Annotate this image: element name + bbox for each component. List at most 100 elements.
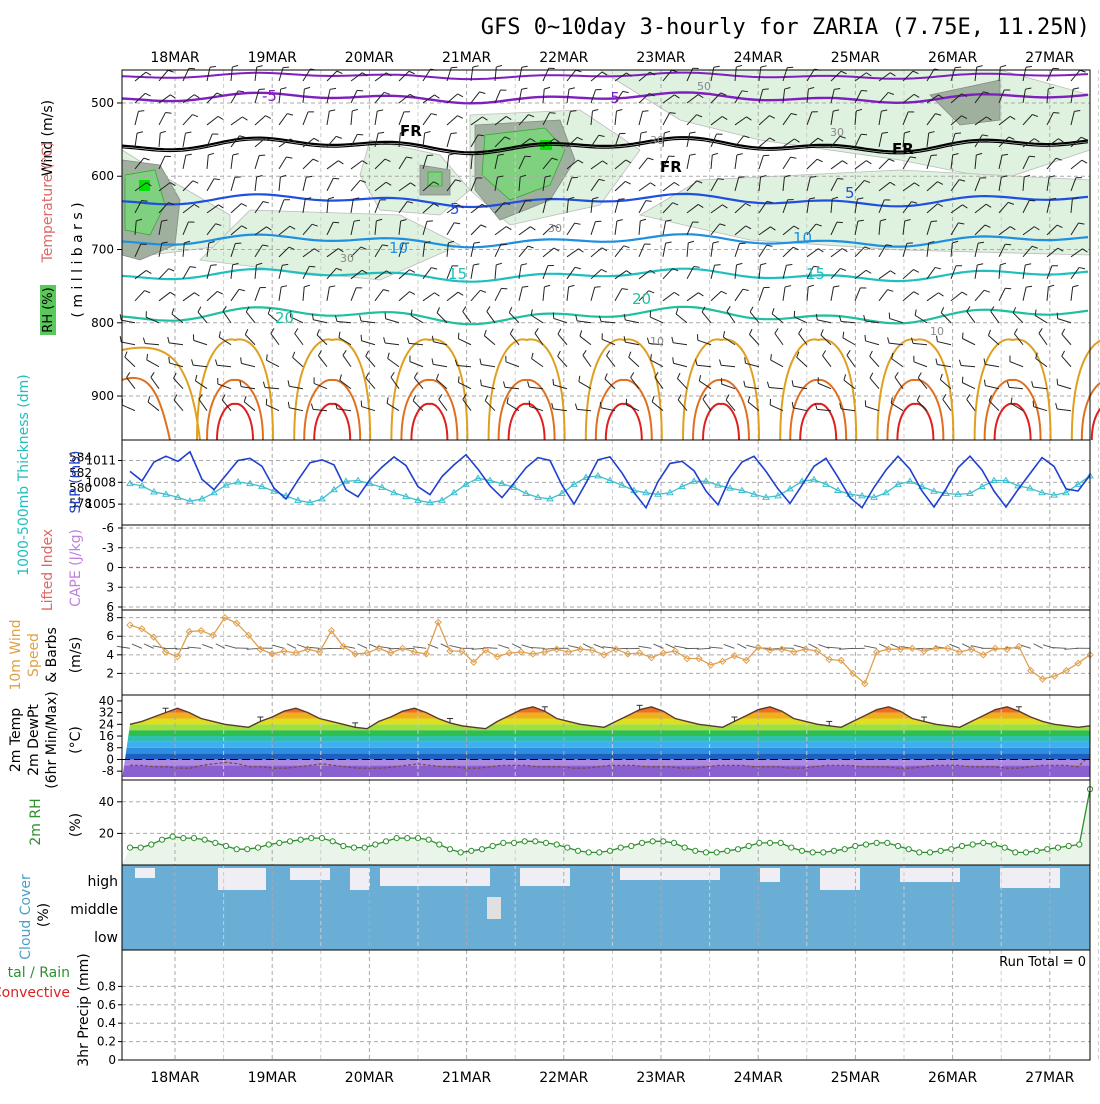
date-label-top: 22MAR (539, 50, 588, 66)
rh2m-point (842, 847, 847, 852)
rh2m-point (853, 843, 858, 848)
contour-label: 30 (650, 134, 664, 147)
cloud-gap-high (900, 868, 960, 882)
wind-barb (550, 113, 556, 114)
rh2m-point (223, 843, 228, 848)
rh2m-point (885, 840, 890, 845)
rh2m-point (373, 842, 378, 847)
wind-barb (715, 265, 721, 266)
wind-barb (837, 178, 843, 179)
rh2m-point (533, 839, 538, 844)
y-tick-label: 0.6 (97, 998, 116, 1012)
rh2m-point (917, 850, 922, 855)
rh2m-point (991, 842, 996, 847)
date-label-bottom: 19MAR (248, 1070, 297, 1086)
rh2m-point (831, 848, 836, 853)
rh2m-point (1055, 845, 1060, 850)
wind-barb (1053, 112, 1059, 113)
rh2m-point (778, 840, 783, 845)
wind-barb (169, 357, 170, 363)
y-tick-label: 0.2 (97, 1035, 116, 1049)
rh2m-point (479, 847, 484, 852)
contour-label: 30 (548, 222, 562, 235)
wind-barb (673, 357, 674, 363)
cloud-level-label: middle (70, 902, 118, 918)
wind-barb (501, 288, 507, 289)
rh2m-point (341, 843, 346, 848)
cloud-gap-high (135, 868, 155, 878)
y-tick-label: 700 (91, 243, 114, 257)
rh2m-point (767, 840, 772, 845)
ylabel-rh: RH (%) (41, 287, 56, 332)
y-tick-label: 0 (108, 1053, 116, 1067)
rh2m-point (127, 845, 132, 850)
ylabel-thickness: 1000-500mb Thickness (dm) (16, 374, 32, 575)
cloud-gap-mid (487, 897, 501, 919)
wind-barb (211, 265, 217, 266)
rh2m-point (181, 836, 186, 841)
ylabel-t2m-4: (°C) (68, 726, 84, 754)
temp-band (122, 730, 1090, 736)
y-tick-label: 1008 (85, 475, 116, 489)
rh2m-point (330, 839, 335, 844)
temp-band (122, 759, 1090, 765)
rh2m-point (511, 840, 516, 845)
ylabel-wind10-3: & Barbs (44, 627, 60, 683)
cloud-level-label: high (87, 874, 118, 890)
rh2m-point (405, 836, 410, 841)
ylabel-wind10-1: 10m Wind (8, 619, 24, 690)
wind-barb (626, 648, 640, 649)
wind-barb (309, 266, 315, 267)
rh2m-point (287, 839, 292, 844)
temp-band (122, 765, 1090, 777)
wind-barb (1005, 288, 1011, 289)
date-label-bottom: 25MAR (831, 1070, 880, 1086)
date-label-top: 27MAR (1025, 50, 1074, 66)
rh2m-point (543, 840, 548, 845)
wind-barb (861, 90, 867, 91)
wind-barb (1005, 244, 1011, 245)
rh2m-point (394, 836, 399, 841)
rh2m-point (618, 845, 623, 850)
y-tick-label: -6 (102, 521, 114, 535)
rh2m-point (949, 847, 954, 852)
cloud-gap-high (218, 868, 266, 890)
ylabel-t2m-3: (6hr Min/Max) (44, 691, 60, 788)
contour-label: 15 (806, 265, 825, 283)
date-label-top: 26MAR (928, 50, 977, 66)
date-label-bottom: 23MAR (636, 1070, 685, 1086)
date-label-top: 23MAR (636, 50, 685, 66)
rh2m-point (597, 850, 602, 855)
contour-label: 5 (450, 200, 460, 218)
ylabel-t2m-1: 2m Temp (8, 708, 24, 772)
rh2m-point (586, 850, 591, 855)
wind-barb (745, 357, 746, 363)
y-tick-label: 800 (91, 316, 114, 330)
rh2m-point (735, 847, 740, 852)
cloud-gap-high (760, 868, 780, 882)
rh2m-point (298, 837, 303, 842)
rh2m-point (863, 842, 868, 847)
rh2m-point (415, 836, 420, 841)
rh2m-point (469, 848, 474, 853)
y-tick-label: 6 (106, 629, 114, 643)
y-tick-label: 1011 (85, 454, 116, 468)
cloud-gap-high (1000, 868, 1060, 888)
rh2m-point (799, 848, 804, 853)
rh2m-point (575, 848, 580, 853)
date-label-bottom: 27MAR (1025, 1070, 1074, 1086)
ylabel-wind10-2: Speed (26, 633, 42, 677)
rh2m-point (607, 848, 612, 853)
date-label-top: 18MAR (150, 50, 199, 66)
rh2m-point (789, 845, 794, 850)
rh2m-point (938, 848, 943, 853)
contour-label: 30 (830, 126, 844, 139)
rh2m-point (522, 839, 527, 844)
wind-barb (333, 178, 339, 179)
ylabel-rh2m-2: (%) (68, 813, 84, 837)
ylabel-p: ( m i l l i b a r s ) (70, 202, 86, 317)
date-label-top: 25MAR (831, 50, 880, 66)
contour-label: 10 (389, 239, 408, 257)
contour-label: 50 (697, 80, 711, 93)
